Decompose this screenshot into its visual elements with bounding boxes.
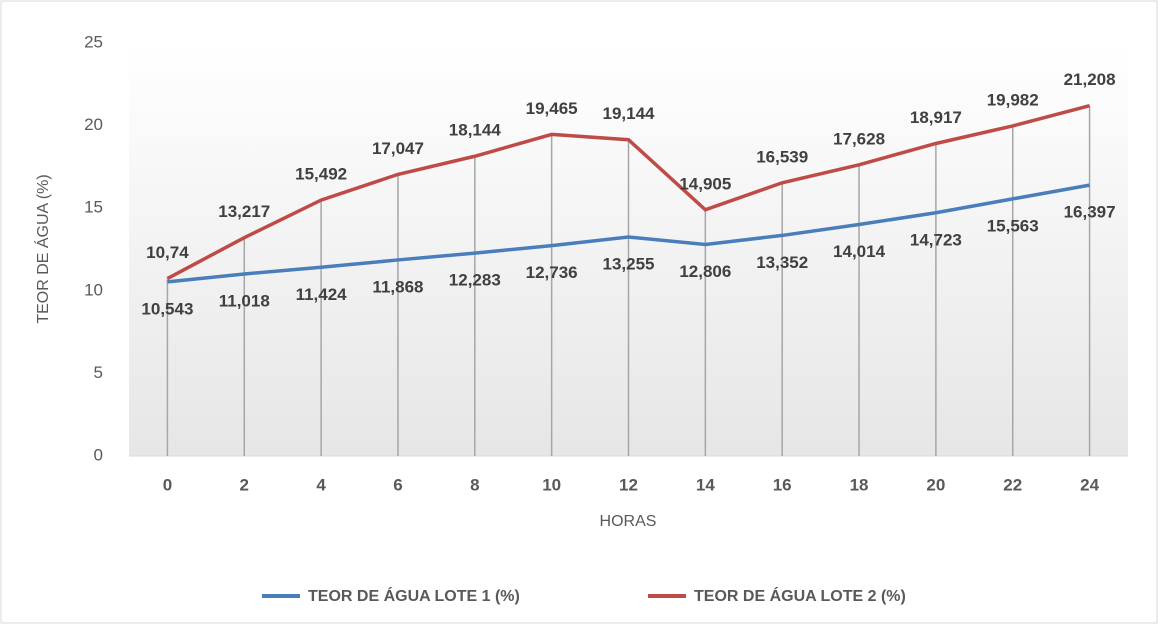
x-tick-label: 6 bbox=[393, 475, 402, 494]
data-label: 15,492 bbox=[295, 165, 347, 184]
data-label: 18,917 bbox=[910, 108, 962, 127]
data-label: 10,74 bbox=[146, 243, 189, 262]
data-label: 13,352 bbox=[756, 253, 808, 272]
y-tick-label: 20 bbox=[84, 115, 103, 134]
x-tick-label: 22 bbox=[1003, 475, 1022, 494]
data-label: 17,628 bbox=[833, 129, 885, 148]
x-tick-label: 8 bbox=[470, 475, 479, 494]
x-tick-label: 18 bbox=[850, 475, 869, 494]
data-label: 17,047 bbox=[372, 139, 424, 158]
series-line bbox=[167, 183, 1090, 284]
data-label: 12,283 bbox=[449, 271, 501, 290]
legend-label: TEOR DE ÁGUA LOTE 1 (%) bbox=[308, 586, 520, 605]
x-tick-label: 10 bbox=[542, 475, 561, 494]
data-label: 21,208 bbox=[1064, 70, 1116, 89]
y-axis-title: TEOR DE ÁGUA (%) bbox=[33, 174, 52, 323]
x-tick-label: 14 bbox=[696, 475, 715, 494]
legend-label: TEOR DE ÁGUA LOTE 2 (%) bbox=[694, 586, 906, 605]
data-label: 11,018 bbox=[219, 291, 270, 310]
x-tick-label: 0 bbox=[163, 475, 172, 494]
data-label: 19,465 bbox=[526, 99, 578, 118]
data-label: 12,736 bbox=[526, 263, 578, 282]
y-tick-label: 25 bbox=[84, 32, 103, 51]
y-tick-label: 15 bbox=[84, 198, 103, 217]
y-tick-label: 5 bbox=[94, 363, 103, 382]
y-tick-label: 10 bbox=[84, 280, 103, 299]
data-label: 16,539 bbox=[756, 147, 808, 166]
x-tick-label: 4 bbox=[316, 475, 326, 494]
x-tick-label: 24 bbox=[1080, 475, 1099, 494]
x-axis-title: HORAS bbox=[600, 513, 657, 530]
data-label: 11,868 bbox=[372, 277, 423, 296]
data-label: 14,723 bbox=[910, 230, 962, 249]
data-label: 11,424 bbox=[296, 285, 348, 304]
data-label: 16,397 bbox=[1064, 203, 1116, 222]
data-label: 14,905 bbox=[679, 174, 731, 193]
series-line bbox=[166, 103, 1091, 281]
data-label: 10,543 bbox=[141, 299, 193, 318]
x-tick-label: 16 bbox=[773, 475, 792, 494]
data-label: 14,014 bbox=[833, 242, 886, 261]
x-tick-label: 2 bbox=[240, 475, 249, 494]
data-label: 13,255 bbox=[603, 255, 655, 274]
y-tick-label: 0 bbox=[94, 445, 103, 464]
data-label: 18,144 bbox=[449, 121, 502, 140]
data-label: 19,144 bbox=[603, 104, 656, 123]
data-label: 19,982 bbox=[987, 90, 1039, 109]
data-label: 15,563 bbox=[987, 216, 1039, 235]
data-label: 13,217 bbox=[218, 202, 270, 221]
x-tick-label: 20 bbox=[926, 475, 945, 494]
data-label: 12,806 bbox=[679, 262, 731, 281]
x-tick-label: 12 bbox=[619, 475, 638, 494]
